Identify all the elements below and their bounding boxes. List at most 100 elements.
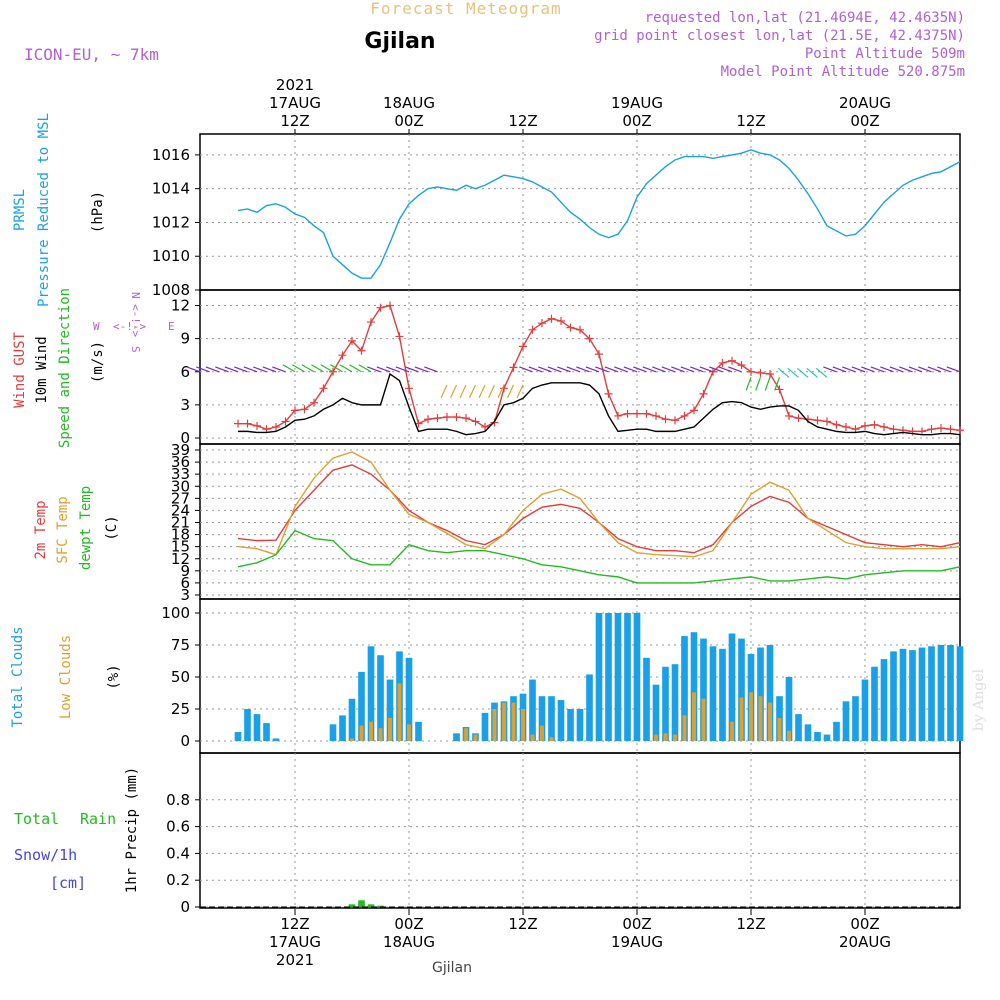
wind-arrow (595, 366, 609, 373)
cloud-unit: (%) (106, 664, 122, 689)
y-tick-label: 15 (171, 538, 190, 556)
wind-arrow (927, 366, 942, 373)
gust-marker (519, 342, 527, 351)
wind-arrow (376, 366, 391, 373)
panel-frame (199, 289, 961, 445)
bar (652, 684, 660, 741)
time-label: 17AUG (269, 933, 321, 951)
gust-marker (870, 420, 879, 429)
gust-marker (310, 398, 318, 407)
y-tick-label: 1010 (152, 247, 190, 265)
wind-arrow (450, 384, 458, 398)
y-tick-label: 36 (171, 453, 190, 471)
wind-arrow (908, 366, 923, 373)
bar (777, 717, 782, 741)
bar (880, 659, 888, 741)
wind-arrow (937, 366, 951, 373)
wind-arrow (777, 367, 790, 378)
bar (673, 734, 677, 741)
bar (377, 655, 384, 741)
wind-arrow (414, 366, 429, 373)
model-altitude: Model Point Altitude 520.875m (721, 64, 965, 80)
wind-arrow (292, 364, 305, 373)
time-label: 00Z (850, 915, 879, 933)
compass-e: E (168, 320, 175, 333)
bar (633, 613, 641, 741)
series-line (237, 149, 961, 279)
y-tick-label: 33 (171, 465, 190, 483)
bar (709, 646, 717, 741)
bar (768, 702, 772, 741)
bar (787, 730, 791, 741)
y-tick-label: 18 (171, 526, 190, 544)
product-title: Forecast Meteogram (370, 0, 561, 18)
gust-marker (728, 356, 736, 365)
wind-arrow (262, 366, 277, 373)
bar (701, 698, 706, 741)
bar (492, 709, 497, 741)
bar (538, 696, 546, 741)
time-label: 2021 (276, 951, 314, 969)
gust-marker (471, 417, 480, 426)
wind-arrow (547, 366, 562, 373)
wind-arrow (699, 366, 714, 373)
wind-arrow (395, 366, 410, 373)
time-label: 12Z (736, 915, 765, 933)
time-label: 00Z (622, 915, 651, 933)
wind-arrow (880, 366, 894, 373)
bar (662, 666, 669, 741)
y-tick-label: 0.8 (166, 791, 190, 809)
gust-marker (272, 422, 280, 431)
gust-marker (395, 332, 404, 341)
bar (557, 700, 565, 741)
wind-arrow (234, 366, 248, 373)
wind-arrow (633, 366, 647, 373)
bar (586, 674, 593, 741)
prmsl-unit: (hPa) (90, 191, 106, 233)
wind-arrow (604, 366, 619, 373)
wind-arrow (386, 366, 400, 373)
y-tick-label: 6 (180, 363, 190, 381)
wind-arrow (282, 364, 296, 373)
wind-arrow (405, 366, 419, 373)
wind-arrow (243, 366, 258, 373)
prmsl-label: PRMSL (12, 189, 28, 231)
panel-frame (199, 752, 961, 909)
wind-arrow (358, 364, 372, 373)
gust-marker (452, 413, 461, 422)
bar (549, 737, 554, 741)
gust-marker (348, 336, 356, 345)
bar (263, 723, 270, 741)
cloud-labels: Total Clouds Low Clouds (%) (10, 626, 122, 727)
panel-0: 1008 1010 1012 1014 1016 (152, 133, 961, 299)
bar (663, 733, 668, 741)
bar (871, 666, 878, 741)
bar (682, 715, 687, 741)
gust-marker (576, 325, 584, 334)
gust-marker (243, 419, 252, 428)
gust-marker (234, 419, 242, 428)
series-line (238, 372, 961, 436)
compass-s: S (129, 346, 142, 353)
gust-marker (386, 301, 394, 310)
wind-arrow (806, 367, 818, 378)
wind-arrow (367, 366, 381, 373)
y-tick-label: 21 (171, 514, 190, 532)
wind10-label: 10m Wind (34, 336, 50, 403)
bar (757, 647, 764, 741)
bar (369, 721, 373, 741)
bar (502, 702, 506, 741)
panel-frame (199, 133, 961, 291)
bar (861, 679, 869, 741)
bar (739, 697, 744, 741)
compass-w: W (93, 320, 100, 333)
bar (234, 732, 242, 741)
bar (823, 734, 831, 741)
y-tick-label: 0.6 (166, 818, 190, 836)
time-label: 18AUG (383, 933, 435, 951)
bar (386, 679, 394, 741)
y-tick-label: 0.2 (166, 871, 190, 889)
wind-arrow (186, 366, 201, 373)
